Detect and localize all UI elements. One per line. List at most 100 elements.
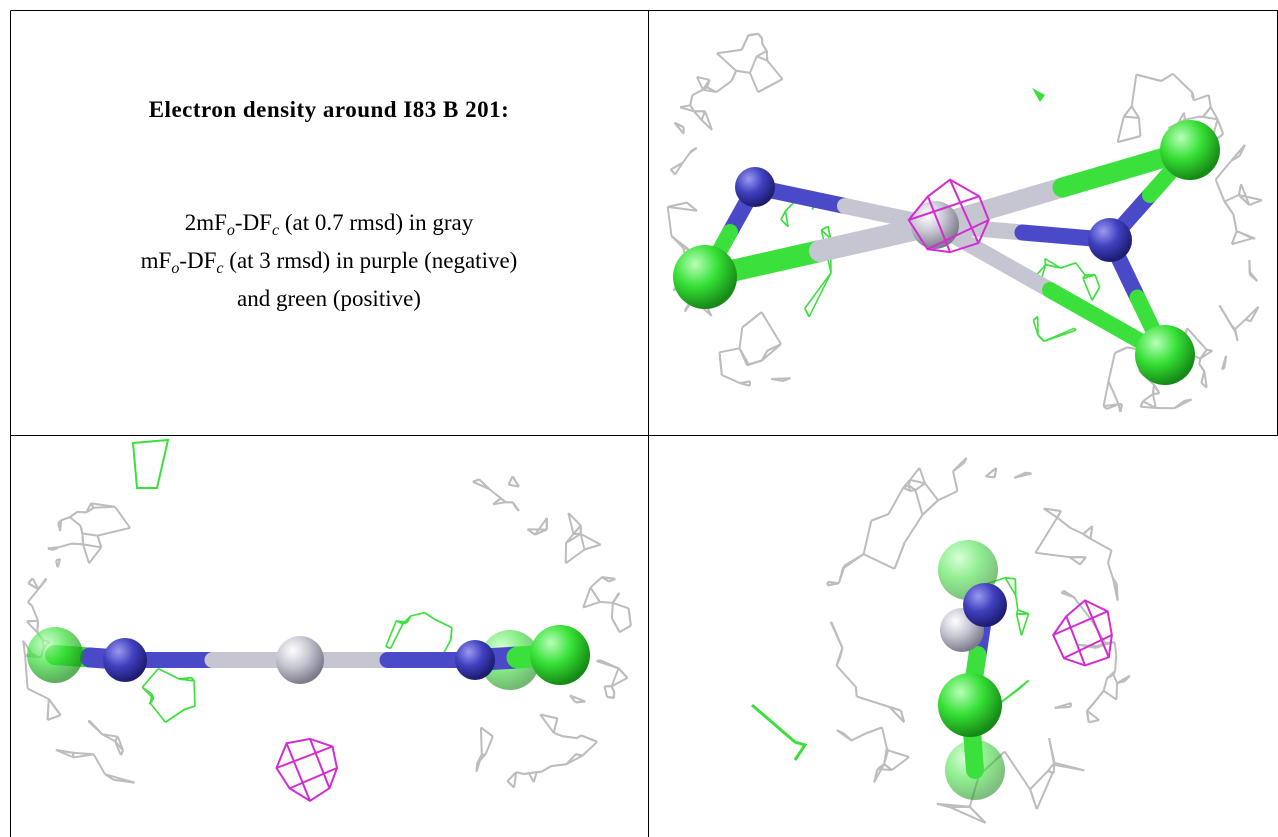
mesh-edge — [883, 750, 889, 765]
mesh-edge — [1136, 73, 1162, 82]
mesh-edge — [47, 698, 62, 716]
mesh-edge — [410, 611, 425, 617]
mesh-edge — [715, 80, 733, 93]
mesh-edge — [1005, 576, 1016, 580]
mesh-edge — [760, 311, 782, 345]
mesh-edge — [1200, 382, 1208, 389]
mesh-edge — [1202, 115, 1218, 121]
mesh-edge — [1186, 327, 1208, 351]
atom — [455, 640, 495, 680]
mesh-edge — [690, 147, 698, 153]
mesh-edge — [69, 516, 82, 527]
mesh-edge — [909, 489, 916, 492]
mesh-edge — [472, 480, 490, 491]
mesh-edge — [58, 542, 72, 549]
mesh-edge — [850, 731, 868, 742]
mesh-edge — [71, 542, 84, 546]
mesh-edge — [1107, 562, 1114, 579]
mesh-edge — [56, 558, 62, 568]
mesh-edge — [565, 753, 577, 765]
mesh-edge — [1069, 526, 1084, 535]
mesh-edge — [562, 735, 577, 740]
density-mesh — [666, 32, 791, 387]
mesh-edge — [582, 600, 601, 609]
mesh-edge — [740, 34, 750, 51]
mesh-edge — [611, 617, 621, 633]
mesh-edge — [565, 533, 582, 544]
mesh-edge — [1088, 719, 1100, 724]
mesh-edge — [526, 528, 536, 536]
mesh-edge — [157, 667, 180, 680]
mesh-edge — [1014, 472, 1032, 479]
mesh-edge — [1248, 259, 1252, 276]
mesh-edge — [71, 752, 75, 758]
mesh-edge — [735, 69, 751, 74]
mesh-edge — [909, 478, 926, 485]
mesh-edge — [1112, 674, 1119, 684]
mesh-edge — [601, 576, 616, 580]
mesh-edge — [506, 771, 517, 782]
atom — [103, 638, 147, 682]
mesh-edge — [26, 619, 39, 623]
cage-edge — [285, 742, 311, 802]
mesh-edge — [670, 235, 690, 251]
mesh-edge — [1082, 525, 1093, 535]
cage-edge — [908, 195, 980, 221]
mesh-edge — [937, 490, 958, 502]
mesh-edge — [1073, 327, 1077, 331]
mesh-edge — [627, 608, 632, 626]
mesh-edge — [475, 763, 479, 772]
mesh-edge — [741, 311, 763, 329]
mesh-edge — [669, 168, 676, 176]
mesh-edge — [756, 55, 768, 62]
mesh-edge — [700, 119, 713, 131]
mesh-edge — [686, 201, 698, 212]
mesh-edge — [102, 733, 119, 738]
mesh-edge — [610, 685, 616, 693]
mesh-edge — [57, 522, 62, 532]
mesh-edge — [580, 533, 602, 546]
mesh-edge — [1223, 200, 1235, 215]
mesh-edge — [1138, 117, 1142, 137]
mesh-edge — [569, 694, 586, 703]
mesh-edge — [780, 210, 787, 220]
density-cage — [1052, 599, 1113, 667]
atom — [911, 201, 959, 249]
cage-edge — [926, 196, 951, 253]
mesh-edge — [27, 601, 33, 607]
density-mesh — [22, 502, 135, 784]
mesh-edge — [821, 225, 829, 231]
mesh-edge — [385, 645, 391, 650]
mesh-edge — [492, 501, 506, 506]
mesh-edge — [1094, 274, 1101, 288]
mesh-edge — [523, 772, 530, 775]
mesh-edge — [576, 734, 582, 739]
mesh-edge — [1075, 262, 1086, 276]
mesh-edge — [26, 620, 39, 634]
mesh-edge — [1004, 577, 1017, 596]
text-segment: and green (positive) — [237, 286, 421, 311]
mesh-edge — [567, 512, 582, 527]
mesh-edge — [552, 718, 559, 734]
mesh-edge — [856, 695, 890, 708]
mesh-edge — [1193, 94, 1210, 102]
mesh-edge — [1106, 670, 1116, 680]
mesh-edge — [1199, 349, 1208, 360]
cage-edge — [1065, 615, 1086, 666]
mesh-edge — [1214, 159, 1233, 181]
mesh-edge — [739, 382, 751, 387]
atom — [735, 167, 775, 207]
atom — [673, 245, 737, 309]
mesh-edge — [1014, 595, 1019, 611]
mesh-edge — [1191, 92, 1195, 101]
mesh-edge — [1216, 119, 1225, 135]
mesh-edge — [837, 564, 846, 584]
mesh-edge — [681, 151, 692, 164]
mesh-edge — [1045, 263, 1061, 269]
mesh-edge — [993, 467, 998, 478]
mesh-edge — [57, 749, 74, 754]
mesh-edge — [952, 462, 965, 473]
mesh-edge — [862, 520, 873, 555]
mesh-edge — [887, 487, 905, 515]
mesh-edge — [612, 601, 629, 610]
